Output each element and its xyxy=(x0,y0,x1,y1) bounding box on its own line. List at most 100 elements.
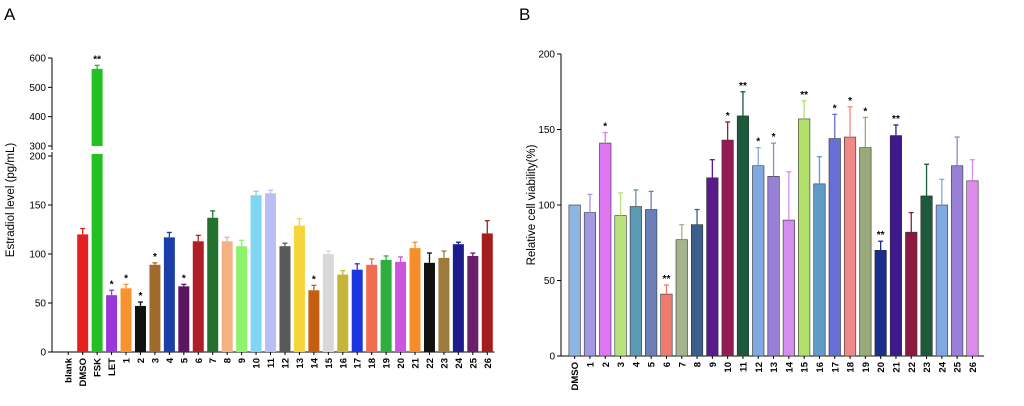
bar-a xyxy=(481,233,493,352)
x-tick-label-b: 17 xyxy=(830,362,841,373)
x-tick-label-b: 6 xyxy=(662,362,673,367)
y-tick-label-a: 500 xyxy=(29,83,46,94)
bar-b xyxy=(935,204,948,357)
x-tick-label-b: 11 xyxy=(738,361,749,372)
bar-a xyxy=(337,274,349,352)
bar-a xyxy=(423,262,435,352)
x-tick-label-a: 2 xyxy=(136,358,147,363)
x-tick-label-b: 4 xyxy=(631,361,642,367)
x-tick-label-a: 10 xyxy=(252,358,263,369)
x-tick-label-b: 22 xyxy=(907,362,918,373)
x-tick-label-b: 3 xyxy=(616,362,627,367)
x-tick-label-b: 24 xyxy=(937,361,948,372)
bar-a xyxy=(308,290,320,352)
x-tick-label-b: 10 xyxy=(723,362,734,373)
significance-marker-b: * xyxy=(756,137,760,148)
x-tick-label-b: 2 xyxy=(601,362,612,367)
bar-a xyxy=(91,68,103,146)
x-tick-label-b: 21 xyxy=(891,361,902,372)
significance-marker-a: ** xyxy=(93,54,101,65)
bar-a xyxy=(409,248,421,352)
x-tick-label-a: 13 xyxy=(295,358,306,369)
x-tick-label-b: 18 xyxy=(846,362,857,373)
x-tick-label-a: 21 xyxy=(411,357,422,368)
x-tick-label-b: 13 xyxy=(769,362,780,373)
y-tick-label-a: 600 xyxy=(29,54,46,65)
bar-a xyxy=(250,195,262,352)
bar-b xyxy=(889,135,903,357)
bar-a xyxy=(351,269,363,352)
bar-b xyxy=(645,209,658,357)
bar-a xyxy=(149,264,161,352)
y-tick-label-a: 50 xyxy=(35,299,47,310)
bar-a xyxy=(366,264,378,352)
y-axis-title-b: Relative cell viability(%) xyxy=(526,144,538,265)
x-tick-label-b: 8 xyxy=(693,362,704,367)
x-tick-label-a: blank xyxy=(64,357,75,383)
x-tick-label-b: 12 xyxy=(754,362,765,373)
bar-a xyxy=(265,193,277,352)
y-tick-label-b: 50 xyxy=(544,276,556,287)
bar-a xyxy=(120,288,132,352)
bar-a xyxy=(452,244,464,352)
bar-a xyxy=(293,225,305,352)
x-tick-label-b: 1 xyxy=(585,361,596,367)
significance-marker-b: * xyxy=(833,103,837,114)
bar-b xyxy=(798,118,811,357)
significance-marker-b: * xyxy=(726,111,730,122)
x-tick-label-a: 26 xyxy=(483,358,494,369)
panel-letter-b: B xyxy=(519,5,530,24)
bar-b xyxy=(782,219,795,357)
y-tick-label-b: 200 xyxy=(538,50,555,61)
x-tick-label-a: LET xyxy=(107,358,118,376)
x-tick-label-a: 3 xyxy=(150,358,161,363)
x-tick-label-b: 15 xyxy=(800,361,811,372)
y-axis-title-a: Estradiol level (pg/mL) xyxy=(5,143,17,258)
bar-a xyxy=(322,254,334,352)
x-tick-label-b: 16 xyxy=(815,362,826,373)
significance-marker-b: ** xyxy=(877,230,885,241)
x-tick-label-a: 25 xyxy=(468,357,479,368)
bar-a xyxy=(192,241,204,352)
significance-marker-b: * xyxy=(603,122,607,133)
y-tick-label-a: 400 xyxy=(29,112,46,123)
x-tick-label-b: 20 xyxy=(876,362,887,373)
bar-b xyxy=(736,115,750,357)
bar-b xyxy=(614,215,627,357)
bar-a xyxy=(134,305,146,352)
x-tick-label-a: 8 xyxy=(223,358,234,363)
bar-b xyxy=(568,204,581,357)
y-tick-label-b: 0 xyxy=(549,352,555,363)
x-tick-label-a: 9 xyxy=(237,358,248,363)
x-tick-label-a: 1 xyxy=(122,357,133,363)
bar-b xyxy=(599,142,612,357)
y-tick-label-a: 100 xyxy=(29,250,46,261)
significance-marker-a: * xyxy=(139,291,143,302)
x-tick-label-a: 18 xyxy=(367,358,378,369)
x-tick-label-b: 25 xyxy=(953,361,964,372)
bar-b xyxy=(843,136,857,357)
significance-marker-a: * xyxy=(312,274,316,285)
bar-b xyxy=(905,231,918,357)
bar-a xyxy=(178,286,190,352)
y-tick-label-b: 150 xyxy=(538,125,555,136)
x-tick-label-a: 15 xyxy=(324,357,335,368)
x-tick-label-a: 12 xyxy=(280,358,291,369)
bar-a xyxy=(279,246,291,352)
bar-b xyxy=(721,139,734,357)
x-tick-label-a: DMSO xyxy=(78,358,89,387)
bar-b xyxy=(660,293,673,357)
bar-a xyxy=(207,217,219,352)
bar-b xyxy=(706,177,719,357)
bar-b xyxy=(951,165,964,357)
x-tick-label-a: 20 xyxy=(396,358,407,369)
x-tick-label-b: 14 xyxy=(784,361,795,372)
bar-b xyxy=(675,239,688,357)
x-tick-label-b: DMSO xyxy=(570,362,581,391)
bar-a xyxy=(467,255,479,352)
x-tick-label-a: FSK xyxy=(93,358,104,377)
significance-marker-a: * xyxy=(153,252,157,263)
